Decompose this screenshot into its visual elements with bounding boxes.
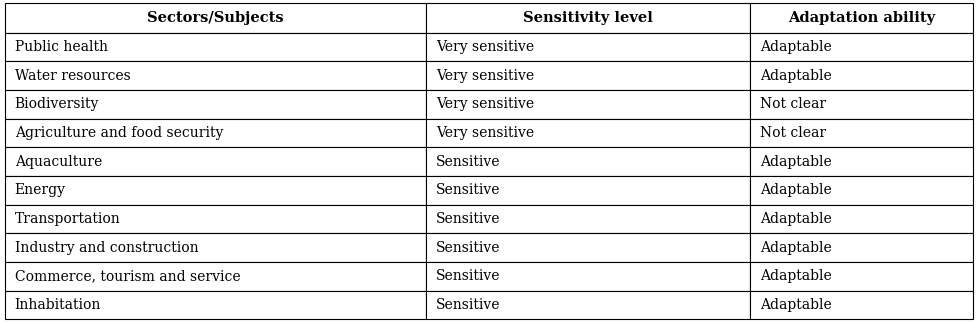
Bar (5, 3, 426, 33)
Text: Sectors/Subjects: Sectors/Subjects (147, 11, 283, 24)
Text: Sensitive: Sensitive (436, 184, 500, 197)
Text: Adaptable: Adaptable (759, 212, 831, 226)
Bar (426, 62, 749, 90)
Bar (5, 233, 426, 262)
Text: Transportation: Transportation (15, 212, 120, 226)
Bar (749, 3, 972, 33)
Bar (426, 3, 749, 33)
Text: Sensitive: Sensitive (436, 270, 500, 283)
Bar (749, 90, 972, 119)
Bar (5, 62, 426, 90)
Text: Not clear: Not clear (759, 97, 826, 111)
Text: Adaptable: Adaptable (759, 270, 831, 283)
Text: Aquaculture: Aquaculture (15, 155, 102, 169)
Text: Very sensitive: Very sensitive (436, 69, 533, 83)
Bar (749, 233, 972, 262)
Bar (426, 119, 749, 147)
Bar (426, 33, 749, 62)
Bar (5, 33, 426, 62)
Text: Biodiversity: Biodiversity (15, 97, 99, 111)
Text: Sensitivity level: Sensitivity level (523, 11, 653, 24)
Bar (426, 147, 749, 176)
Text: Adaptable: Adaptable (759, 155, 831, 169)
Bar (5, 119, 426, 147)
Text: Inhabitation: Inhabitation (15, 298, 101, 312)
Bar (749, 147, 972, 176)
Bar (749, 62, 972, 90)
Bar (5, 262, 426, 291)
Text: Energy: Energy (15, 184, 65, 197)
Bar (5, 205, 426, 233)
Bar (749, 176, 972, 205)
Bar (749, 262, 972, 291)
Text: Adaptable: Adaptable (759, 40, 831, 54)
Bar (749, 119, 972, 147)
Bar (426, 262, 749, 291)
Bar (5, 147, 426, 176)
Text: Adaptable: Adaptable (759, 69, 831, 83)
Text: Adaptable: Adaptable (759, 184, 831, 197)
Bar (749, 33, 972, 62)
Text: Sensitive: Sensitive (436, 241, 500, 255)
Bar (426, 90, 749, 119)
Text: Not clear: Not clear (759, 126, 826, 140)
Text: Sensitive: Sensitive (436, 155, 500, 169)
Text: Very sensitive: Very sensitive (436, 40, 533, 54)
Text: Commerce, tourism and service: Commerce, tourism and service (15, 270, 240, 283)
Bar (5, 291, 426, 319)
Text: Very sensitive: Very sensitive (436, 97, 533, 111)
Bar (426, 205, 749, 233)
Text: Adaptable: Adaptable (759, 241, 831, 255)
Text: Adaptable: Adaptable (759, 298, 831, 312)
Bar (5, 90, 426, 119)
Text: Very sensitive: Very sensitive (436, 126, 533, 140)
Text: Sensitive: Sensitive (436, 298, 500, 312)
Bar (426, 176, 749, 205)
Text: Water resources: Water resources (15, 69, 130, 83)
Text: Sensitive: Sensitive (436, 212, 500, 226)
Text: Agriculture and food security: Agriculture and food security (15, 126, 223, 140)
Bar (426, 233, 749, 262)
Text: Industry and construction: Industry and construction (15, 241, 198, 255)
Bar (749, 205, 972, 233)
Bar (749, 291, 972, 319)
Text: Adaptation ability: Adaptation ability (787, 11, 934, 24)
Text: Public health: Public health (15, 40, 107, 54)
Bar (426, 291, 749, 319)
Bar (5, 176, 426, 205)
